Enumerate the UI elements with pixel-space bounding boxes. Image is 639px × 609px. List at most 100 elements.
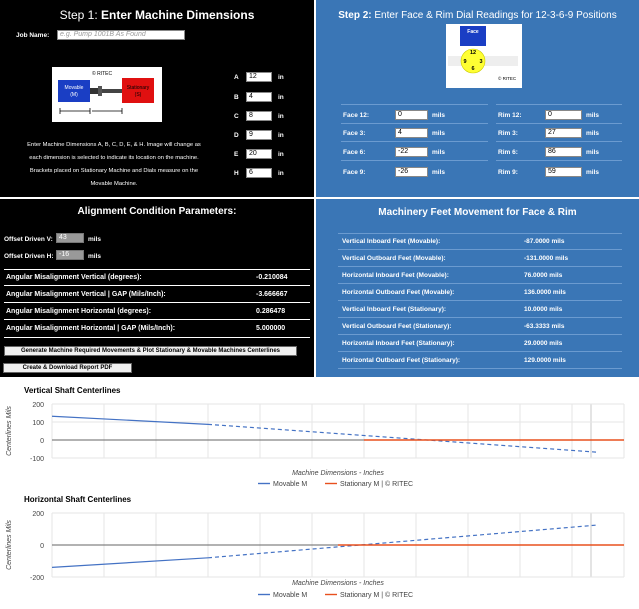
generate-movements-button[interactable]: Generate Machine Required Movements & Pl… <box>4 346 297 356</box>
offset-h-unit: mils <box>88 253 102 260</box>
feet-row-value: 76.0000 mils <box>524 272 563 279</box>
movable-machine-box <box>58 80 90 102</box>
svg-text:9: 9 <box>463 59 466 65</box>
feet-row-label: Horizontal Outboard Feet (Stationary): <box>342 357 461 364</box>
rim-divider <box>496 104 622 105</box>
param-divider <box>4 337 310 338</box>
unit-label: mils <box>432 130 446 137</box>
dim-c-input[interactable]: 8 <box>246 111 272 121</box>
angular-horizontal-gap-label: Angular Misalignment Horizontal | GAP (M… <box>6 325 176 332</box>
y-tick-label: 200 <box>32 402 44 409</box>
face-6-input[interactable]: -22 <box>395 147 428 157</box>
horizontal-centerline-chart: 200 0 -200 Centerlines Mils Machine Dimensio… <box>0 505 639 604</box>
svg-text:(S): (S) <box>135 92 142 98</box>
alignment-panel: Alignment Condition Parameters: Offset D… <box>0 199 314 377</box>
job-name-input[interactable]: e.g. Pump 1001B As Found <box>57 30 185 40</box>
movable-series-dashed <box>207 423 599 453</box>
rim-12-label: Rim 12: <box>498 112 522 119</box>
feet-row-value: 29.0000 mils <box>524 340 563 347</box>
movable-series-dashed <box>207 524 599 559</box>
svg-text:(M): (M) <box>70 92 78 98</box>
dim-d-input[interactable]: 9 <box>246 130 272 140</box>
dim-unit: in <box>278 113 284 120</box>
offset-h-label: Offset Driven H: <box>4 253 54 260</box>
dim-letter: A <box>234 74 239 81</box>
face-9-input[interactable]: -26 <box>395 167 428 177</box>
step1-panel: Step 1: Enter Machine Dimensions Job Nam… <box>0 0 314 197</box>
movable-machine-label: Movable <box>65 85 84 91</box>
dial-face-label: Face <box>467 29 479 35</box>
param-divider <box>4 302 310 303</box>
instructions: Enter Machine Dimensions A, B, C, D, E, … <box>27 142 201 187</box>
face-divider <box>341 104 488 105</box>
vertical-chart-title: Vertical Shaft Centerlines <box>24 386 121 395</box>
rim-9-label: Rim 9: <box>498 169 518 176</box>
feet-divider <box>338 317 622 318</box>
y-axis-label: Centerlines Mils <box>6 406 13 456</box>
offset-v-input[interactable]: 43 <box>56 233 84 243</box>
machine-diagram: © RITEC Movable (M) Stationary (S) <box>52 67 162 122</box>
x-axis-label: Machine Dimensions - Inches <box>292 470 384 477</box>
param-divider <box>4 285 310 286</box>
svg-text:12: 12 <box>470 50 476 56</box>
rim-3-input[interactable]: 27 <box>545 128 582 138</box>
offset-v-label: Offset Driven V: <box>4 236 53 243</box>
feet-row-label: Horizontal Inboard Feet (Stationary): <box>342 340 455 347</box>
rim-9-input[interactable]: 59 <box>545 167 582 177</box>
legend-movable-label: Movable M <box>273 481 307 488</box>
face-3-label: Face 3: <box>343 130 366 137</box>
row-divider <box>496 141 622 142</box>
feet-row-value: 129.0000 mils <box>524 357 566 364</box>
face-6-label: Face 6: <box>343 149 366 156</box>
feet-divider <box>338 283 622 284</box>
face-12-label: Face 12: <box>343 112 370 119</box>
feet-divider <box>338 233 622 234</box>
unit-label: mils <box>432 169 446 176</box>
angular-vertical-gap-value: -3.666667 <box>256 291 288 298</box>
unit-label: mils <box>432 149 446 156</box>
legend-stationary-label: Stationary M | © RITEC <box>340 480 413 488</box>
face-12-input[interactable]: 0 <box>395 110 428 120</box>
face-9-label: Face 9: <box>343 169 366 176</box>
row-divider <box>341 123 488 124</box>
unit-label: mils <box>586 112 600 119</box>
dim-a-input[interactable]: 12 <box>246 72 272 82</box>
rim-6-input[interactable]: 86 <box>545 147 582 157</box>
angular-vertical-deg-label: Angular Misalignment Vertical (degrees): <box>6 274 142 281</box>
stationary-machine-box <box>122 78 154 103</box>
dim-b-input[interactable]: 4 <box>246 92 272 102</box>
y-tick-label: 0 <box>40 543 44 550</box>
dim-unit: in <box>278 94 284 101</box>
dim-e-input[interactable]: 20 <box>246 149 272 159</box>
offset-h-input[interactable]: -16 <box>56 250 84 260</box>
unit-label: mils <box>586 149 600 156</box>
row-divider <box>341 160 488 161</box>
face-3-input[interactable]: 4 <box>395 128 428 138</box>
svg-text:6: 6 <box>471 66 474 72</box>
svg-text:© RITEC: © RITEC <box>498 75 517 81</box>
feet-row-value: 136.0000 mils <box>524 289 566 296</box>
legend-movable-label: Movable M <box>273 592 307 599</box>
feet-row-label: Vertical Outboard Feet (Movable): <box>342 255 446 262</box>
unit-label: mils <box>586 169 600 176</box>
feet-divider <box>338 334 622 335</box>
dim-letter: H <box>234 170 239 177</box>
alignment-title: Alignment Condition Parameters: <box>77 206 237 217</box>
param-divider <box>4 269 310 270</box>
row-divider <box>496 160 622 161</box>
dim-letter: E <box>234 151 239 158</box>
y-tick-label: 200 <box>32 511 44 518</box>
feet-title: Machinery Feet Movement for Face & Rim <box>378 207 577 218</box>
download-report-button[interactable]: Create & Download Report PDF <box>3 363 132 373</box>
feet-divider <box>338 351 622 352</box>
diagram-brand: © RITEC <box>92 70 112 77</box>
x-axis-label: Machine Dimensions - Inches <box>292 580 384 587</box>
legend-stationary-label: Stationary M | © RITEC <box>340 591 413 599</box>
rim-12-input[interactable]: 0 <box>545 110 582 120</box>
feet-divider <box>338 368 622 369</box>
dim-h-input[interactable]: 6 <box>246 168 272 178</box>
movable-series-solid <box>51 557 209 568</box>
movable-series-solid <box>51 415 209 425</box>
y-tick-label: 100 <box>32 420 44 427</box>
angular-horizontal-gap-value: 5.000000 <box>256 325 286 332</box>
